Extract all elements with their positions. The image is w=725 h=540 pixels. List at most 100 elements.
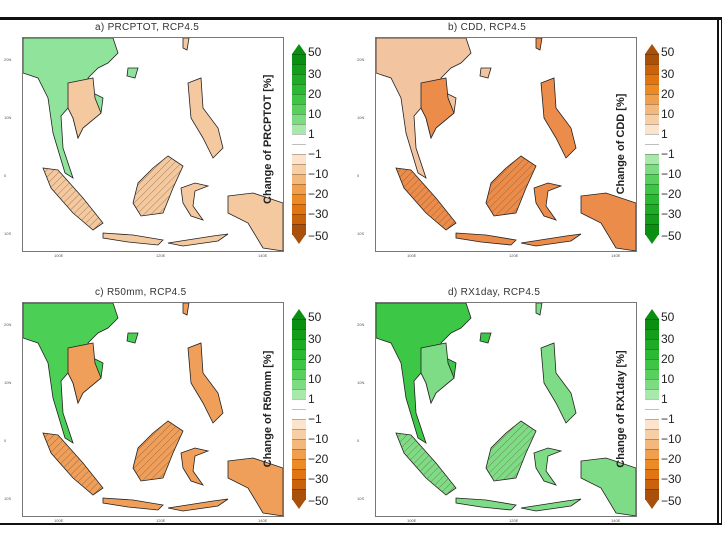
colorbar-tick-label: −30 bbox=[308, 207, 329, 221]
lon-label: 140E bbox=[258, 253, 268, 258]
java bbox=[455, 232, 517, 246]
taiwan bbox=[535, 38, 543, 51]
colorbar-segment bbox=[645, 74, 659, 85]
colorbar-segment bbox=[292, 319, 306, 330]
colorbar-segment bbox=[292, 174, 306, 185]
colorbar-segment bbox=[645, 489, 659, 500]
colorbar-segment bbox=[292, 84, 306, 95]
new-guinea bbox=[580, 192, 636, 251]
colorbar bbox=[292, 309, 306, 509]
taiwan bbox=[182, 38, 190, 51]
colorbar-segment bbox=[645, 389, 659, 400]
colorbar-segment bbox=[292, 134, 306, 145]
colorbar-segment bbox=[645, 94, 659, 105]
colorbar-segment bbox=[645, 104, 659, 115]
lat-label: 0 bbox=[4, 173, 7, 178]
lon-label: 100E bbox=[407, 253, 417, 258]
colorbar-segment bbox=[292, 409, 306, 420]
colorbar-tick-label: −10 bbox=[661, 432, 682, 446]
colorbar-segment bbox=[645, 409, 659, 420]
java bbox=[102, 497, 164, 511]
lon-label: 100E bbox=[407, 518, 417, 523]
colorbar-segment bbox=[645, 469, 659, 480]
panel-title: b) CDD, RCP4.5 bbox=[448, 22, 527, 33]
lat-label: 20N bbox=[357, 57, 365, 62]
lon-label: 140E bbox=[258, 518, 268, 523]
colorbar-segment bbox=[645, 459, 659, 470]
colorbar-segment bbox=[645, 419, 659, 430]
colorbar-segment bbox=[292, 419, 306, 430]
colorbar-tick-label: −1 bbox=[661, 147, 675, 161]
colorbar-tick-label: −1 bbox=[308, 147, 322, 161]
lon-label: 120E bbox=[509, 253, 519, 258]
frame-bottom bbox=[0, 523, 722, 525]
lon-label: 120E bbox=[509, 518, 519, 523]
colorbar-tick-label: −30 bbox=[661, 207, 682, 221]
colorbar-tick-label: 20 bbox=[661, 352, 675, 366]
colorbar-min-arrow bbox=[645, 499, 659, 509]
lat-label: 10S bbox=[357, 496, 365, 501]
lat-label: 10N bbox=[357, 380, 365, 385]
lat-label: 20N bbox=[4, 57, 12, 62]
colorbar-tick-label: −1 bbox=[308, 412, 322, 426]
colorbar bbox=[292, 44, 306, 244]
colorbar-min-arrow bbox=[292, 499, 306, 509]
colorbar-tick-label: 50 bbox=[661, 310, 675, 324]
sulawesi bbox=[180, 182, 210, 221]
vietnam-cambodia bbox=[420, 342, 455, 405]
colorbar-tick-label: 30 bbox=[308, 67, 322, 81]
colorbar-segment bbox=[645, 369, 659, 380]
map-panel-c: c) R50mm, RCP4.5 20N 10N 0 10S 100E 120E… bbox=[0, 287, 350, 532]
colorbar-segment bbox=[645, 174, 659, 185]
colorbar-segment bbox=[645, 84, 659, 95]
colorbar-segment bbox=[292, 439, 306, 450]
vietnam-cambodia bbox=[67, 77, 102, 140]
colorbar-segment bbox=[292, 74, 306, 85]
lon-label: 140E bbox=[611, 253, 621, 258]
vietnam-cambodia bbox=[420, 77, 455, 140]
philippines bbox=[540, 342, 577, 424]
panel-title: c) R50mm, RCP4.5 bbox=[95, 287, 187, 298]
colorbar-segment bbox=[645, 429, 659, 440]
colorbar-segment bbox=[292, 154, 306, 165]
java bbox=[102, 232, 164, 246]
sulawesi bbox=[533, 182, 563, 221]
lesser-sunda bbox=[520, 498, 582, 512]
hainan bbox=[126, 67, 139, 79]
colorbar-tick-label: 1 bbox=[308, 127, 315, 141]
frame-top bbox=[0, 17, 722, 20]
colorbar-tick-label: 1 bbox=[661, 127, 668, 141]
colorbar-segment bbox=[292, 104, 306, 115]
colorbar-segment bbox=[645, 224, 659, 235]
colorbar-segment bbox=[292, 124, 306, 135]
panel-title: d) RX1day, RCP4.5 bbox=[448, 287, 541, 298]
colorbar-ticks: 50 30 20 10 1 −1 −10 −20 −30 −50 bbox=[661, 309, 701, 509]
colorbar-max-arrow bbox=[645, 44, 659, 54]
lesser-sunda bbox=[167, 498, 229, 512]
colorbar-tick-label: 1 bbox=[308, 392, 315, 406]
colorbar-tick-label: −50 bbox=[661, 229, 682, 243]
colorbar-segment bbox=[645, 114, 659, 125]
colorbar-segment bbox=[292, 489, 306, 500]
frame-right-inner bbox=[721, 17, 722, 525]
panel-title: a) PRCPTOT, RCP4.5 bbox=[95, 22, 200, 33]
colorbar-segment bbox=[292, 204, 306, 215]
colorbar-segment bbox=[292, 449, 306, 460]
colorbar-tick-label: 20 bbox=[661, 87, 675, 101]
colorbar-segment bbox=[292, 214, 306, 225]
colorbar-segment bbox=[292, 114, 306, 125]
vietnam-cambodia bbox=[67, 342, 102, 405]
colorbar-segment bbox=[645, 479, 659, 490]
colorbar-tick-label: 20 bbox=[308, 352, 322, 366]
colorbar-tick-label: −10 bbox=[308, 167, 329, 181]
lat-label: 10S bbox=[357, 231, 365, 236]
colorbar-label: Change of CDD [%] bbox=[615, 93, 627, 195]
philippines bbox=[187, 342, 224, 424]
map-panel-d: d) RX1day, RCP4.5 20N 10N 0 10S 100E 120… bbox=[353, 287, 703, 532]
colorbar-tick-label: 50 bbox=[661, 45, 675, 59]
lesser-sunda bbox=[167, 233, 229, 247]
colorbar-segment bbox=[292, 429, 306, 440]
hainan bbox=[479, 67, 492, 79]
lat-label: 10S bbox=[4, 231, 12, 236]
